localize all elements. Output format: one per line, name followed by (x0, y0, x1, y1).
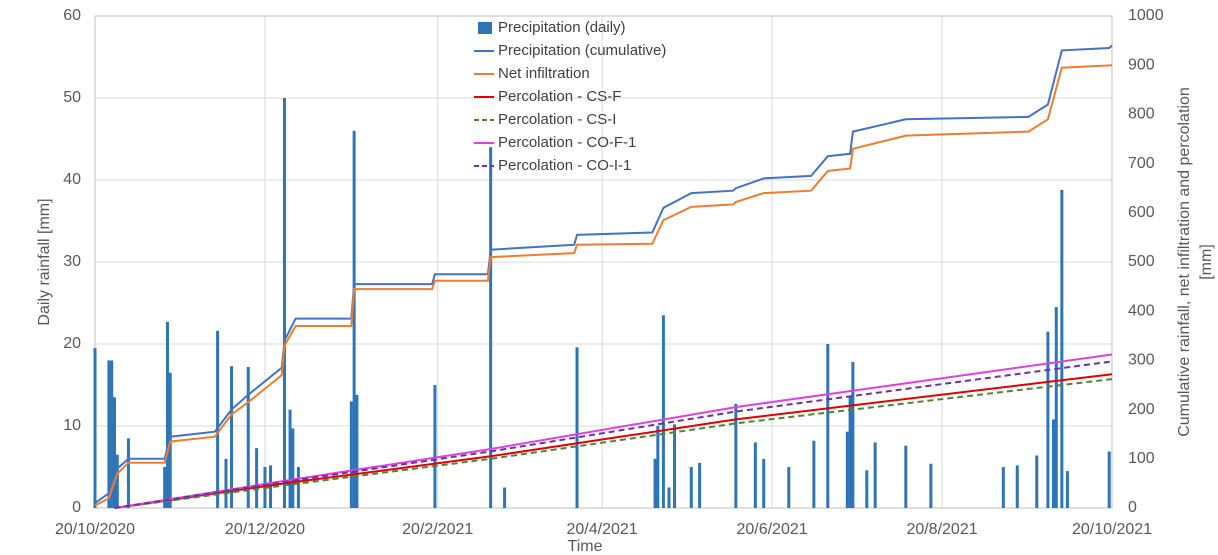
y2-axis-title: [mm] (1198, 244, 1215, 280)
bar (904, 445, 908, 508)
y2-tick-label: 600 (1128, 204, 1155, 221)
bar (349, 401, 353, 508)
bar (107, 360, 111, 508)
x-tick-label: 20/2/2021 (402, 521, 473, 538)
bar (653, 458, 657, 508)
bar (1065, 471, 1069, 508)
bar (1051, 419, 1055, 508)
legend-label: Percolation - CO-I-1 (498, 157, 631, 174)
y2-tick-label: 800 (1128, 106, 1155, 123)
y-tick-label: 50 (63, 89, 81, 106)
y-axis-title: Daily rainfall [mm] (36, 198, 53, 325)
bar (282, 98, 286, 508)
bar (230, 366, 234, 508)
bar (929, 463, 933, 508)
y2-tick-label: 400 (1128, 302, 1155, 319)
line (94, 44, 1113, 504)
bar (812, 440, 816, 508)
bar (851, 362, 855, 508)
y2-axis-title: Cumulative rainfall, net infiltration an… (1176, 87, 1193, 437)
legend-swatch (478, 22, 492, 34)
bar (1046, 331, 1050, 508)
x-tick-label: 20/10/2020 (55, 521, 135, 538)
y2-tick-label: 300 (1128, 352, 1155, 369)
bar (503, 487, 507, 508)
bar (661, 315, 665, 508)
bar (673, 424, 677, 508)
bar (115, 454, 119, 508)
bar (355, 394, 359, 508)
legend-label: Precipitation (daily) (498, 19, 626, 36)
bar (1035, 455, 1039, 508)
bar (689, 467, 693, 508)
bar (762, 458, 766, 508)
y-tick-label: 10 (63, 417, 81, 434)
bar (110, 360, 114, 508)
bar (269, 465, 273, 508)
legend-label: Net infiltration (498, 65, 590, 82)
y-tick-label: 40 (63, 171, 81, 188)
bar (93, 348, 97, 508)
bar (291, 428, 295, 508)
bar (163, 467, 167, 508)
bar (489, 147, 493, 508)
x-tick-label: 20/12/2020 (225, 521, 305, 538)
bar (433, 385, 437, 508)
legend-label: Precipitation (cumulative) (498, 42, 666, 59)
bar (845, 431, 849, 508)
bar (848, 396, 852, 508)
bar (753, 442, 757, 508)
y-tick-label: 0 (72, 499, 81, 516)
y-tick-label: 30 (63, 253, 81, 270)
x-tick-label: 20/6/2021 (736, 521, 807, 538)
bar (826, 344, 830, 508)
bar (113, 397, 117, 508)
y2-tick-label: 900 (1128, 56, 1155, 73)
bar (288, 409, 292, 508)
bar (126, 438, 130, 508)
legend-label: Percolation - CS-I (498, 111, 616, 128)
line (114, 378, 1113, 509)
x-tick-label: 20/4/2021 (567, 521, 638, 538)
x-axis-title: Time (568, 538, 603, 555)
y2-tick-label: 500 (1128, 253, 1155, 270)
bar (352, 130, 356, 509)
bar (216, 330, 220, 508)
bar (224, 458, 228, 508)
bar (246, 366, 250, 508)
y-tick-label: 20 (63, 335, 81, 352)
bar (698, 462, 702, 508)
bar (865, 470, 869, 508)
bar (873, 442, 877, 508)
y-tick-label: 60 (63, 7, 81, 24)
x-tick-label: 20/10/2021 (1072, 521, 1152, 538)
line (94, 64, 1113, 507)
y2-tick-label: 1000 (1128, 7, 1164, 24)
bar (575, 347, 579, 508)
line (114, 360, 1113, 509)
bar (1015, 465, 1019, 508)
bar (656, 426, 660, 508)
y2-tick-label: 200 (1128, 401, 1155, 418)
bar (296, 467, 300, 508)
legend-label: Percolation - CS-F (498, 88, 621, 105)
bar (787, 467, 791, 508)
y2-tick-label: 700 (1128, 155, 1155, 172)
legend-label: Percolation - CO-F-1 (498, 134, 636, 151)
bar (1107, 451, 1111, 508)
x-tick-label: 20/8/2021 (906, 521, 977, 538)
bar (255, 448, 259, 508)
bar (667, 487, 671, 508)
bar (1001, 467, 1005, 508)
y2-tick-label: 0 (1128, 499, 1137, 516)
bar (165, 321, 169, 508)
bar (1060, 189, 1064, 508)
plot-border (94, 15, 1113, 509)
y2-tick-label: 100 (1128, 450, 1155, 467)
bar (734, 403, 738, 508)
bar (1054, 307, 1058, 508)
